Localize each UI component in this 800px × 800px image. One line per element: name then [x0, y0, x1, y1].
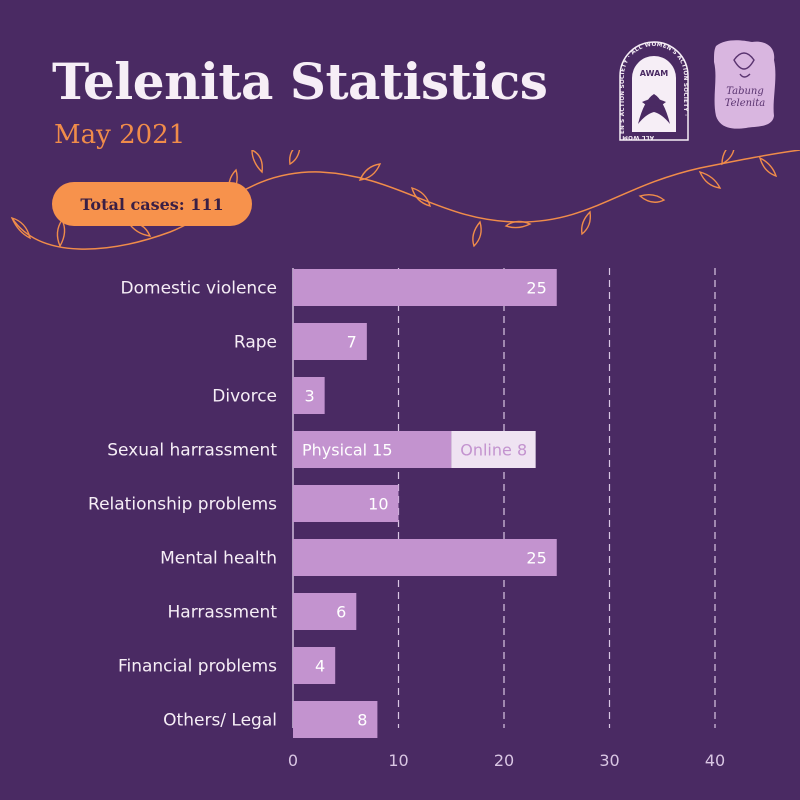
data-label-7-series-0: 4 [315, 657, 325, 676]
bar-1-series-0 [293, 323, 367, 360]
data-label-5-series-0: 25 [526, 549, 546, 568]
category-label-3: Sexual harrassment [107, 441, 277, 461]
bar-7-series-0 [293, 647, 336, 684]
bar-6-series-0 [293, 593, 357, 630]
x-tick-label-30: 30 [599, 751, 619, 770]
x-tick-label-10: 10 [388, 751, 408, 770]
data-label-4-series-0: 10 [368, 495, 388, 514]
category-label-4: Relationship problems [88, 495, 277, 515]
tabung-telenita-logo: Tabung Telenita [712, 38, 778, 130]
data-label-0-series-0: 25 [526, 279, 546, 298]
page-title: Telenita Statistics [52, 52, 548, 111]
total-cases-badge: Total cases: 111 [52, 182, 252, 226]
bar-5-series-0 [293, 539, 557, 576]
bar-8-series-0 [293, 701, 378, 738]
bar-3-series-1 [451, 431, 536, 468]
data-label-2-series-0: 3 [304, 387, 314, 406]
category-label-7: Financial problems [118, 657, 277, 677]
data-label-6-series-0: 6 [336, 603, 346, 622]
category-label-8: Others/ Legal [163, 711, 277, 731]
category-label-0: Domestic violence [121, 279, 277, 299]
data-label-3-series-0: Physical 15 [302, 441, 393, 460]
data-label-3-series-1: Online 8 [460, 441, 527, 460]
data-label-8-series-0: 8 [357, 711, 367, 730]
bar-4-series-0 [293, 485, 399, 522]
total-cases-label: Total cases: 111 [80, 194, 224, 214]
x-tick-label-40: 40 [705, 751, 725, 770]
category-label-6: Harrassment [168, 603, 278, 623]
category-label-2: Divorce [212, 387, 277, 407]
x-tick-label-20: 20 [494, 751, 514, 770]
page-subtitle: May 2021 [54, 120, 186, 150]
data-label-1-series-0: 7 [347, 333, 357, 352]
category-label-1: Rape [234, 333, 277, 353]
category-label-5: Mental health [160, 549, 277, 569]
bar-0-series-0 [293, 269, 557, 306]
tabung-logo-text: Tabung Telenita [724, 86, 766, 109]
tabung-logo-mark [714, 40, 776, 129]
awam-logo-text: AWAM [640, 69, 668, 78]
awam-logo: AWAM ALL WOMEN'S ACTION SOCIETY · ALL WO… [619, 41, 689, 141]
x-tick-label-0: 0 [288, 751, 298, 770]
bar-2-series-0 [293, 377, 325, 414]
bar-3-series-0 [293, 431, 452, 468]
